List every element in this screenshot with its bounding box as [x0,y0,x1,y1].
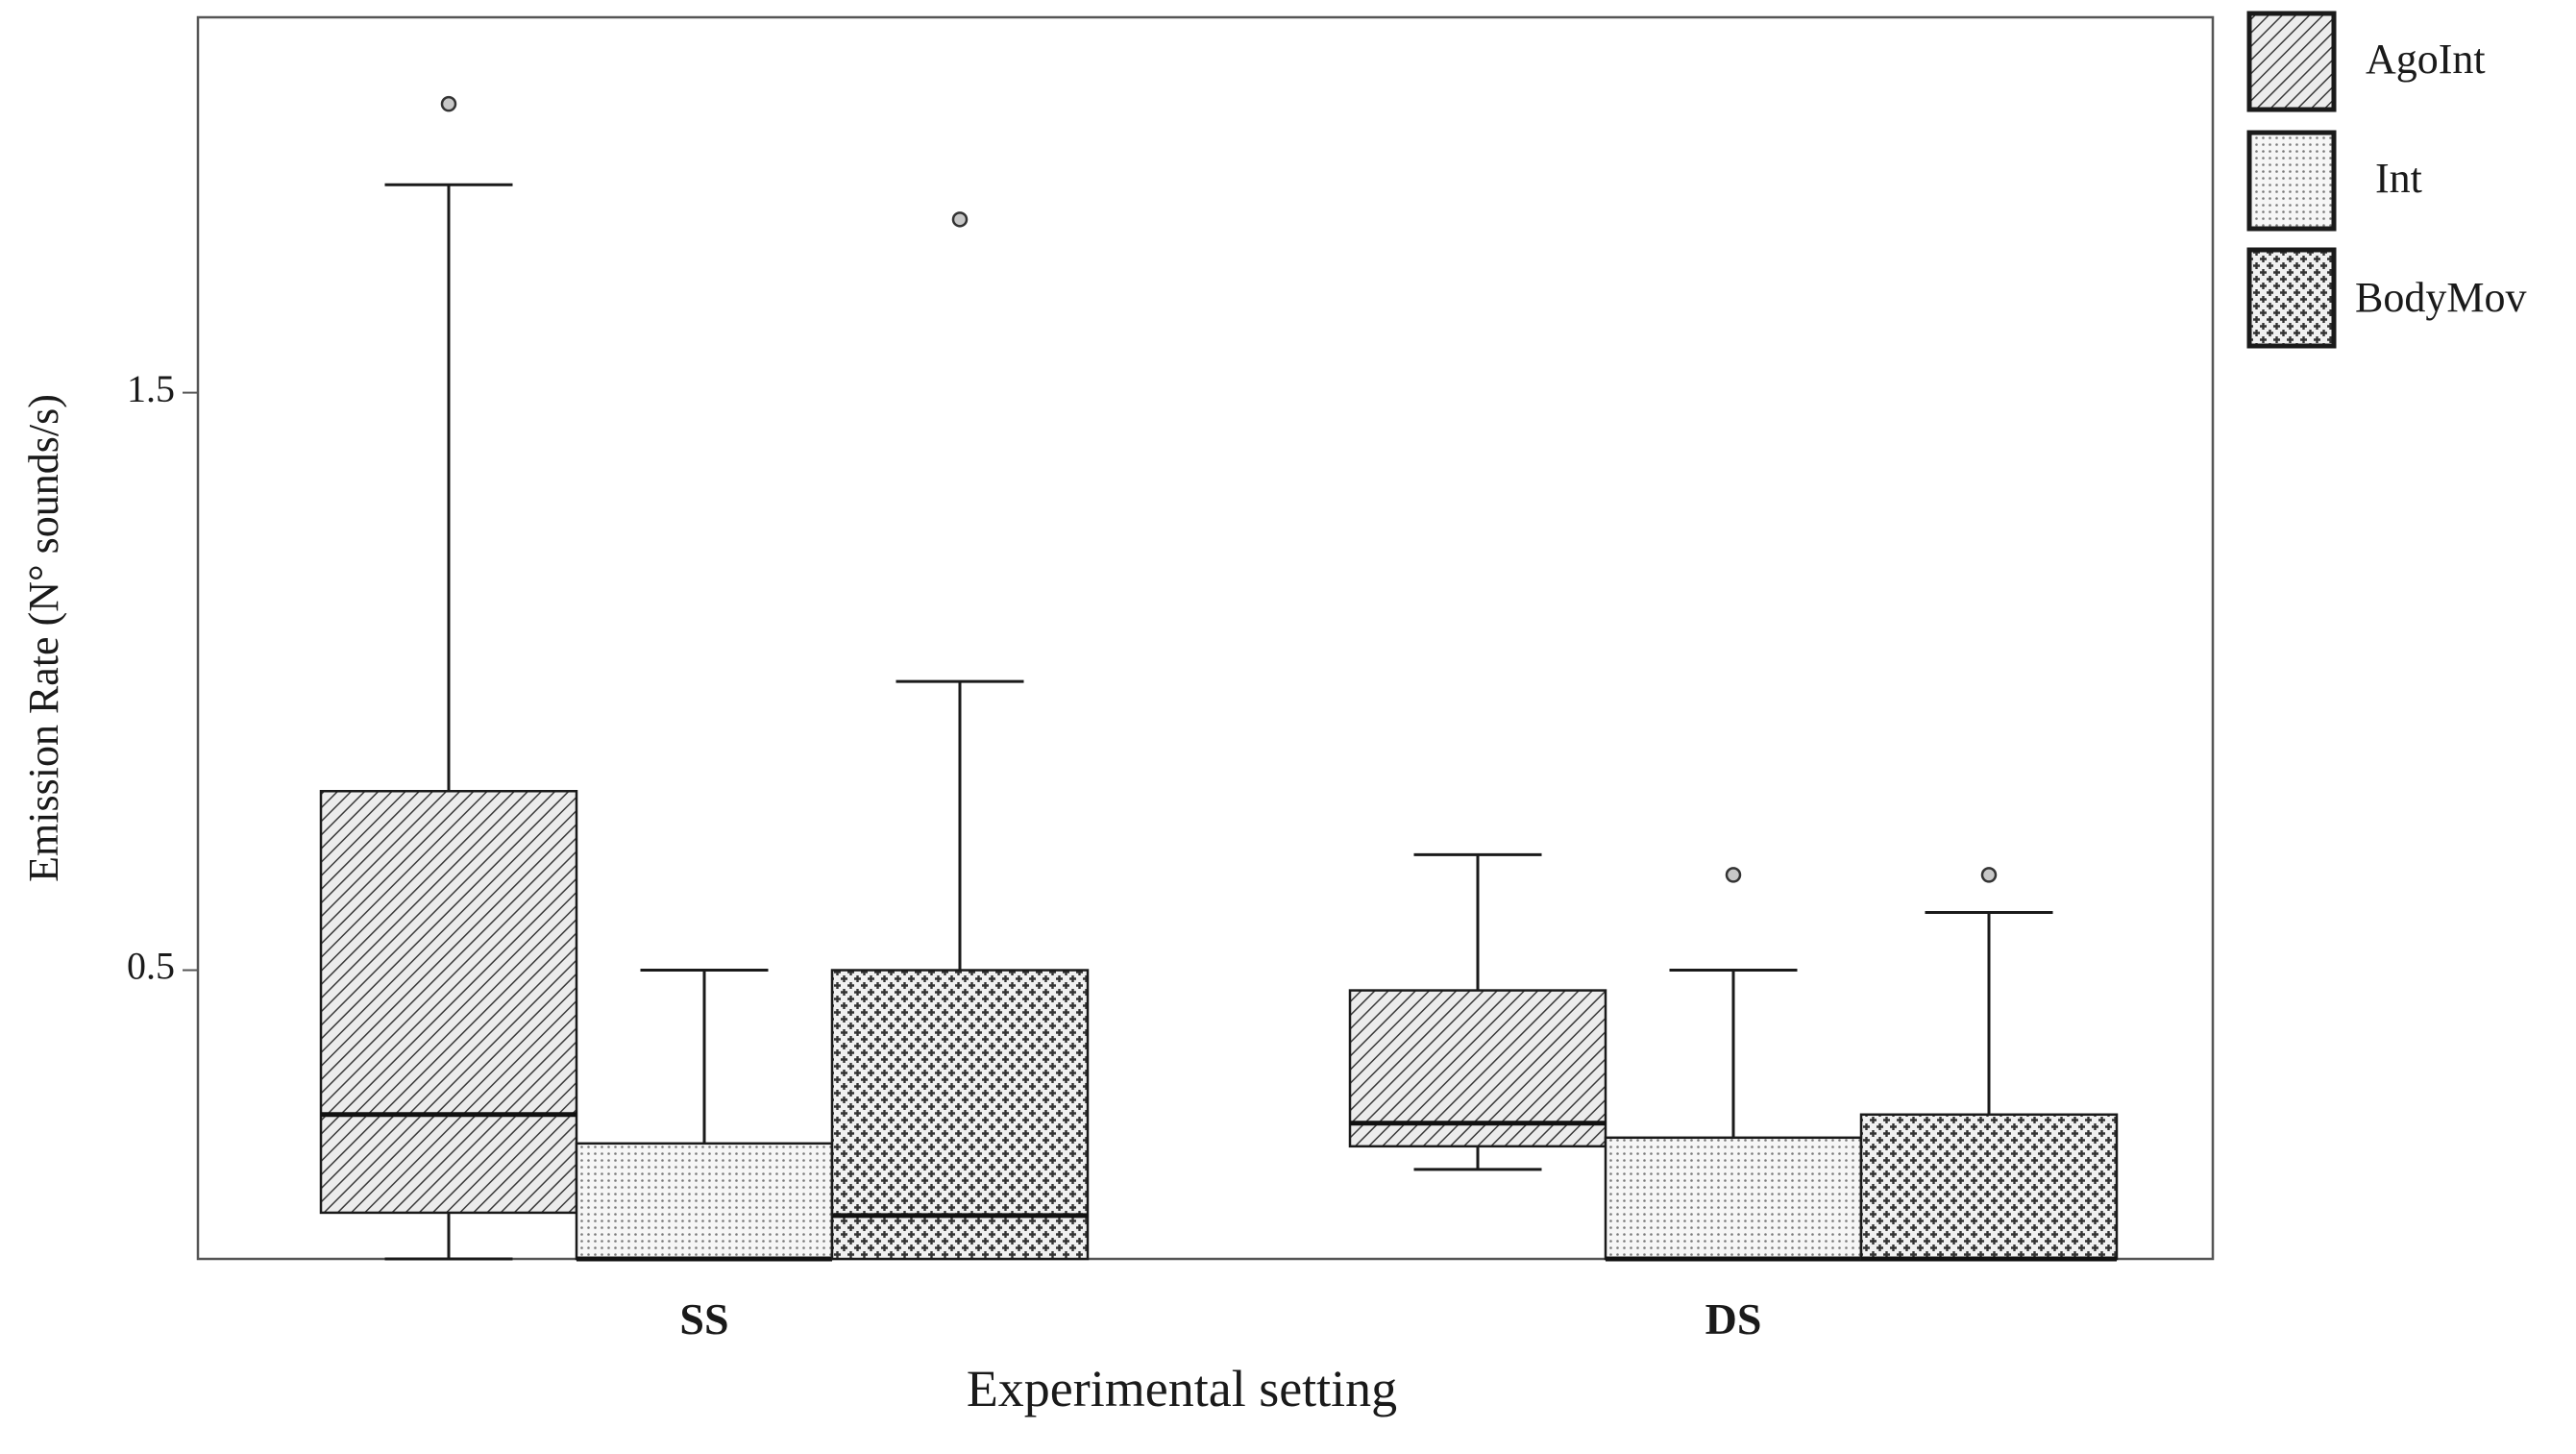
category-label-ss: SS [679,1294,728,1343]
int-ds-outlier [1725,867,1742,883]
box-series-group [319,95,2119,1262]
legend-label-agoint: AgoInt [2366,36,2486,83]
bodymov-ds-box [1859,1113,2119,1261]
x-axis-title: Experimental setting [967,1360,1397,1417]
y-tick-label: 0.5 [127,945,175,988]
plot-frame [196,15,2215,1261]
legend-swatch-agoint [2246,11,2337,112]
y-tick-label: 1.5 [127,367,175,410]
y-axis-title: Emission Rate (N° sounds/s) [20,394,67,882]
bodymov-ss-box [830,969,1090,1261]
bodymov-ds-outlier [1980,867,1998,883]
y-axis: 0.5 1.5 [127,367,198,988]
legend-swatch-int [2246,130,2337,232]
agoint-ds-box [1348,989,1607,1148]
legend-label-int: Int [2375,155,2422,202]
int-ds-box [1604,1136,1863,1261]
category-label-ds: DS [1705,1294,1762,1343]
agoint-ss-box [319,789,578,1215]
bodymov-ss-outlier [951,211,969,228]
legend-label-bodymov: BodyMov [2355,274,2526,321]
legend: AgoInt Int BodyMov [2246,11,2526,349]
int-ss-box [575,1142,834,1261]
legend-swatch-bodymov [2246,247,2337,349]
agoint-ss-outlier [440,95,457,112]
